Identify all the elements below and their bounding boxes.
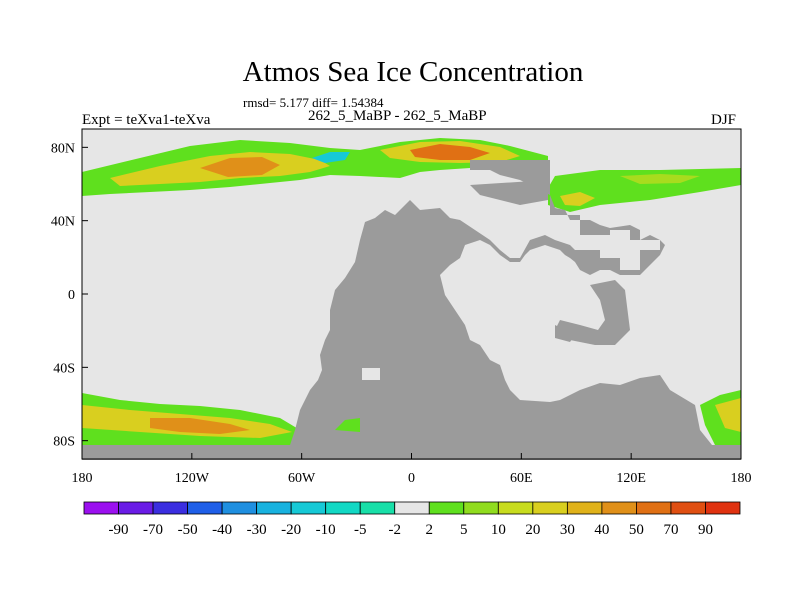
chart-title: Atmos Sea Ice Concentration [242,56,584,88]
colorbar-swatch [187,501,223,515]
colorbar-swatch [601,501,637,515]
x-tick-label: 0 [408,471,415,486]
y-tick-label: 0 [68,288,75,303]
period-label: 262_5_MaBP - 262_5_MaBP [308,108,487,124]
antarctic-yellow-patch-east [715,398,741,432]
colorbar-swatch [463,501,499,515]
colorbar-label: -5 [354,522,367,538]
y-tick-label: 40N [51,215,75,230]
y-axis: 80N 40N 0 40S 80S [51,141,88,450]
colorbar-label: 10 [491,522,506,538]
inland-sea [362,368,380,380]
antarctic-orange-patch-west [150,418,250,434]
y-tick-label: 80N [51,141,75,156]
arctic-orange-patch-east [410,144,490,160]
colorbar-swatch [325,501,361,515]
colorbar-label: 30 [560,522,575,538]
colorbar-swatch [221,501,258,515]
colorbar-swatch [428,501,465,515]
colorbar-swatch [359,501,396,515]
x-tick-label: 60E [510,471,533,486]
x-axis: 180 120W 60W 0 60E 120E 180 [72,453,752,486]
antarctic-ice-over-shelf [335,418,360,432]
colorbar-swatch [256,501,292,515]
x-tick-label: 60W [288,471,316,486]
colorbar-swatch [532,501,568,515]
x-tick-label: 180 [731,471,752,486]
colorbar-swatch [118,501,154,515]
colorbar-swatch [83,501,119,515]
y-tick-label: 40S [53,361,75,376]
colorbar-label: -10 [316,522,336,538]
arctic-orange-patch-west [200,157,280,177]
arctic-ice-band [82,138,741,212]
colorbar-swatch [152,501,188,515]
experiment-label: Expt = teXva1-teXva [82,112,211,128]
colorbar-label: -50 [178,522,198,538]
y-tick-label: 80S [53,435,75,450]
land-tethys-island [555,280,630,345]
land-pangaea-main [82,160,741,460]
land-arctic-ridge [470,180,548,205]
colorbar-label: -2 [388,522,401,538]
land-masses [82,160,741,460]
colorbar-label: -30 [247,522,267,538]
season-label: DJF [711,112,737,128]
colorbar-swatch [670,501,706,515]
colorbar-label: -70 [143,522,163,538]
colorbar-swatch [705,501,741,515]
eastasia-yellow-patch [560,192,595,206]
x-tick-label: 120W [175,471,210,486]
colorbar-swatch [497,501,534,515]
colorbar-swatch [290,501,327,515]
colorbar-label: 50 [629,522,644,538]
colorbar-swatch [394,501,430,515]
colorbar-label: -90 [109,522,129,538]
colorbar-label: 90 [698,522,713,538]
colorbar-swatch [636,501,672,515]
colorbar: -90 -70 -50 -40 -30 -20 -10 -5 -2 2 5 10 20 30 40 50 70 9… [83,501,741,538]
pacific-yellow-patch [620,174,700,184]
colorbar-label: -40 [212,522,232,538]
colorbar-label: 2 [426,522,434,538]
x-tick-label: 180 [72,471,93,486]
colorbar-label: 40 [594,522,609,538]
colorbar-label: 70 [663,522,678,538]
colorbar-label: 5 [460,522,468,538]
rmsd-diff-stats: rmsd= 5.177 diff= 1.54384 [243,95,384,110]
colorbar-swatch [566,501,603,515]
arctic-cyan-patch [312,152,350,163]
colorbar-label: -20 [281,522,301,538]
colorbar-label: 20 [525,522,540,538]
land-tethys-bay-shore [555,325,575,342]
x-tick-label: 120E [616,471,646,486]
